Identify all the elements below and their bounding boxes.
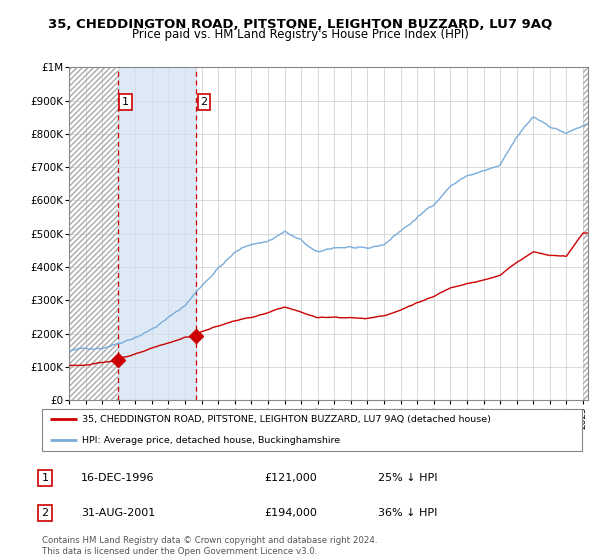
Text: 36% ↓ HPI: 36% ↓ HPI [378, 508, 437, 518]
Text: 25% ↓ HPI: 25% ↓ HPI [378, 473, 437, 483]
Text: 35, CHEDDINGTON ROAD, PITSTONE, LEIGHTON BUZZARD, LU7 9AQ (detached house): 35, CHEDDINGTON ROAD, PITSTONE, LEIGHTON… [83, 415, 491, 424]
Text: £121,000: £121,000 [264, 473, 317, 483]
Bar [118, 67, 196, 400]
Text: 1: 1 [122, 97, 129, 107]
Text: Price paid vs. HM Land Registry's House Price Index (HPI): Price paid vs. HM Land Registry's House … [131, 28, 469, 41]
Text: 31-AUG-2001: 31-AUG-2001 [81, 508, 155, 518]
Text: Contains HM Land Registry data © Crown copyright and database right 2024.
This d: Contains HM Land Registry data © Crown c… [42, 536, 377, 556]
Text: 35, CHEDDINGTON ROAD, PITSTONE, LEIGHTON BUZZARD, LU7 9AQ: 35, CHEDDINGTON ROAD, PITSTONE, LEIGHTON… [48, 18, 552, 31]
Text: 2: 2 [200, 97, 208, 107]
Text: £194,000: £194,000 [264, 508, 317, 518]
Text: 1: 1 [41, 473, 49, 483]
Text: 2: 2 [41, 508, 49, 518]
Text: HPI: Average price, detached house, Buckinghamshire: HPI: Average price, detached house, Buck… [83, 436, 341, 445]
FancyBboxPatch shape [42, 409, 582, 451]
Text: 16-DEC-1996: 16-DEC-1996 [81, 473, 155, 483]
